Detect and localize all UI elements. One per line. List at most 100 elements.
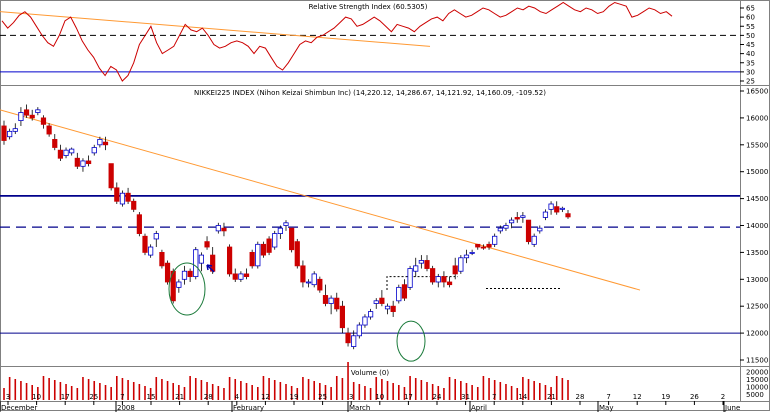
arrow-annotation — [206, 264, 215, 273]
rsi-tick-label: 30 — [746, 68, 755, 76]
candle-body — [351, 335, 357, 347]
candle-body — [97, 139, 103, 146]
candle-body — [7, 130, 13, 138]
candle-body — [102, 141, 109, 146]
x-tick-label: 12 — [261, 393, 270, 401]
candle-body — [221, 227, 227, 232]
candle-body — [446, 281, 453, 286]
price-tick-label: 12500 — [746, 303, 768, 311]
candle-body — [554, 206, 560, 213]
candle-body — [384, 305, 391, 310]
x-tick-label: 3 — [6, 393, 10, 401]
candle-body — [452, 265, 458, 275]
volume-tick-label: 20000 — [746, 369, 768, 377]
x-tick-label: 10 — [32, 393, 41, 401]
candle-body — [559, 207, 565, 210]
month-label: April — [471, 404, 487, 412]
candle-body — [294, 241, 300, 267]
candle-body — [396, 286, 402, 302]
price-tick-label: 13000 — [746, 276, 768, 284]
candle-body — [198, 254, 204, 264]
highlight-circle — [168, 262, 206, 316]
candle-body — [379, 297, 385, 304]
candle-body — [486, 243, 492, 248]
x-tick-label: 14 — [518, 393, 527, 401]
candle-body — [311, 273, 317, 286]
price-tick-label: 15000 — [746, 168, 768, 176]
candle-body — [1, 125, 7, 141]
candle-body — [277, 227, 283, 234]
month-label: May — [599, 404, 613, 412]
price-tick-label: 16500 — [746, 88, 768, 96]
month-label: February — [233, 404, 264, 412]
candle-body — [469, 251, 475, 254]
price-tick-label: 16000 — [746, 114, 768, 122]
month-label: March — [349, 404, 370, 412]
month-label: June — [724, 404, 740, 412]
x-tick-label: 24 — [433, 393, 442, 401]
candle-body — [63, 149, 69, 156]
x-tick-label: 10 — [375, 393, 384, 401]
x-tick-label: 17 — [404, 393, 413, 401]
candle-body — [424, 260, 430, 269]
candle-body — [187, 270, 193, 278]
candle-body — [520, 215, 526, 218]
candle-body — [215, 225, 221, 232]
rsi-title: Relative Strength Index (60.5305) — [309, 3, 428, 11]
rsi-tick-label: 55 — [746, 23, 755, 31]
rsi-trendline — [0, 11, 431, 47]
candle-body — [29, 114, 35, 119]
rsi-tick-label: 40 — [746, 50, 755, 58]
candle-body — [86, 160, 92, 165]
candle-body — [119, 192, 126, 205]
rsi-series-line — [1, 1, 673, 82]
x-tick-label: 19 — [290, 393, 299, 401]
candle-body — [435, 276, 441, 283]
x-tick-label: 4 — [235, 393, 240, 401]
candle-body — [317, 278, 323, 291]
rsi-tick-label: 45 — [746, 41, 755, 49]
candle-body — [40, 117, 47, 125]
month-label: December — [1, 404, 37, 412]
x-tick-label: 25 — [318, 393, 327, 401]
candle-body — [367, 311, 374, 318]
x-tick-label: 26 — [690, 393, 699, 401]
candle-body — [142, 235, 148, 253]
candle-body — [131, 200, 137, 210]
candle-body — [531, 235, 537, 245]
candle-body — [458, 257, 464, 272]
price-tick-label: 15500 — [746, 141, 768, 149]
candle-body — [413, 265, 419, 272]
candle-body — [305, 281, 312, 284]
x-tick-label: 17 — [61, 393, 70, 401]
candle-body — [91, 147, 97, 154]
volume-tick-label: 15000 — [746, 376, 768, 384]
candle-body — [418, 260, 424, 264]
x-tick-label: 31 — [461, 393, 470, 401]
candle-body — [345, 332, 351, 344]
candle-body — [390, 305, 396, 312]
candle-body — [401, 284, 408, 299]
candle-body — [23, 109, 30, 116]
candle-body — [181, 270, 188, 280]
candle-body — [80, 160, 86, 167]
candle-body — [356, 324, 362, 337]
candle-body — [362, 316, 368, 326]
rsi-tick-label: 65 — [746, 5, 755, 13]
candle-body — [497, 227, 503, 232]
candle-body — [249, 251, 255, 267]
price-tick-label: 14500 — [746, 195, 768, 203]
rsi-tick-label: 60 — [746, 14, 755, 22]
x-tick-label: 21 — [547, 393, 556, 401]
candle-body — [226, 246, 233, 275]
candle-body — [114, 187, 120, 202]
candle-body — [204, 241, 210, 248]
price-tick-label: 13500 — [746, 249, 768, 257]
candle-body — [153, 233, 159, 240]
candle-body — [193, 249, 199, 278]
candle-body — [525, 219, 532, 243]
candle-body — [272, 233, 278, 248]
volume-title: Volume (0) — [351, 369, 389, 377]
x-tick-label: 15 — [147, 393, 156, 401]
